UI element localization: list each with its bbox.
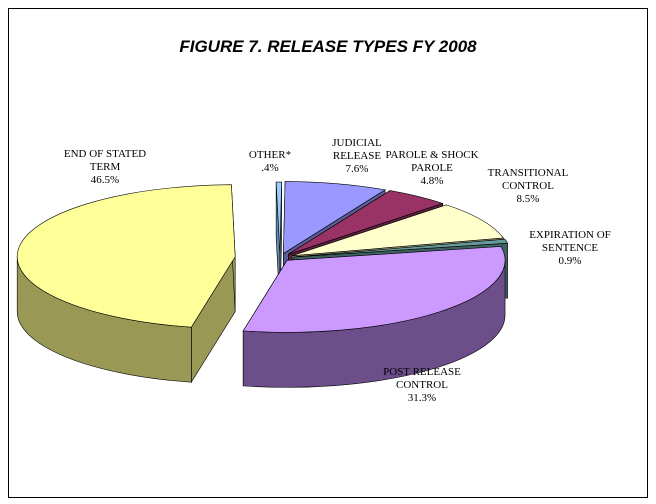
slice-value-label: .4% bbox=[261, 162, 278, 174]
slice bbox=[242, 246, 506, 388]
slice-top bbox=[288, 190, 444, 255]
slice-top bbox=[292, 204, 504, 257]
slice-label: PAROLE & SHOCK PAROLE bbox=[385, 149, 478, 174]
slice-top bbox=[242, 246, 506, 333]
slice-label: OTHER* bbox=[249, 149, 291, 161]
slice bbox=[16, 184, 236, 384]
slice-label: JUDICIAL RELEASE bbox=[332, 137, 382, 162]
slice-value-label: 8.5% bbox=[517, 193, 540, 205]
slice-value-label: 46.5% bbox=[91, 174, 119, 186]
slice-top bbox=[16, 184, 236, 328]
slice-top bbox=[293, 238, 509, 258]
slice-value-label: 31.3% bbox=[408, 392, 436, 404]
slice-value-label: 7.6% bbox=[346, 163, 369, 175]
slice-label: POST RELEASE CONTROL bbox=[383, 366, 461, 391]
slice-label: END OF STATED TERM bbox=[64, 148, 146, 173]
slice-value-label: 0.9% bbox=[559, 255, 582, 267]
slice-top bbox=[283, 181, 386, 255]
slice-value-label: 4.8% bbox=[421, 175, 444, 187]
slice-top bbox=[275, 181, 282, 255]
slice-label: EXPIRATION OF SENTENCE bbox=[529, 229, 611, 254]
slice-label: TRANSITIONAL CONTROL bbox=[488, 167, 569, 192]
chart-title: FIGURE 7. RELEASE TYPES FY 2008 bbox=[179, 37, 477, 56]
